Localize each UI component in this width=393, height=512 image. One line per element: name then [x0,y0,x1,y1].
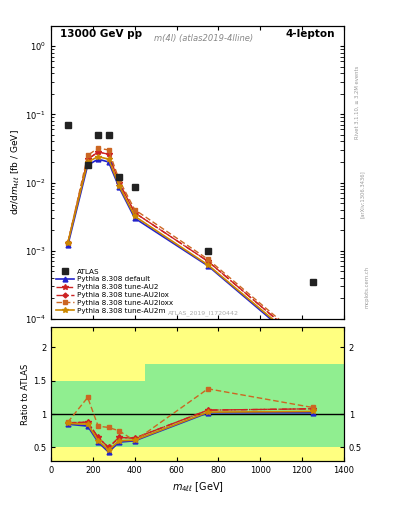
Pythia 8.308 default [106,159,111,165]
ATLAS [117,174,121,180]
ATLAS [66,122,70,128]
Line: Pythia 8.308 default: Pythia 8.308 default [65,157,315,357]
Line: Pythia 8.308 tune-AU2lox: Pythia 8.308 tune-AU2lox [66,151,314,352]
Pythia 8.308 tune-AU2 [206,258,210,264]
ATLAS [206,248,210,254]
Line: Pythia 8.308 tune-AU2: Pythia 8.308 tune-AU2 [65,150,315,353]
Pythia 8.308 tune-AU2m [96,154,101,160]
Pythia 8.308 tune-AU2loxx [85,153,90,159]
Line: Pythia 8.308 tune-AU2loxx: Pythia 8.308 tune-AU2loxx [66,146,314,350]
Text: mcplots.cern.ch: mcplots.cern.ch [365,266,369,308]
Pythia 8.308 tune-AU2loxx [66,240,70,246]
Pythia 8.308 tune-AU2 [117,180,121,186]
Pythia 8.308 tune-AU2m [106,156,111,162]
Text: 4-lepton: 4-lepton [286,29,335,38]
ATLAS [310,279,315,285]
Pythia 8.308 default [117,184,121,190]
Pythia 8.308 tune-AU2lox [66,240,70,246]
ATLAS [106,132,111,138]
ATLAS [85,162,90,168]
X-axis label: $m_{4\ell\ell}$ [GeV]: $m_{4\ell\ell}$ [GeV] [171,480,224,494]
Line: ATLAS: ATLAS [65,122,316,285]
Text: Rivet 3.1.10, ≥ 3.2M events: Rivet 3.1.10, ≥ 3.2M events [355,66,360,139]
Text: ATLAS_2019_I1720442: ATLAS_2019_I1720442 [168,310,239,316]
Pythia 8.308 tune-AU2loxx [310,345,315,351]
Pythia 8.308 tune-AU2m [117,183,121,189]
Pythia 8.308 tune-AU2loxx [96,145,101,151]
Pythia 8.308 default [66,242,70,248]
Pythia 8.308 tune-AU2m [132,213,137,219]
Pythia 8.308 tune-AU2 [132,210,137,216]
ATLAS [96,132,101,138]
Text: [arXiv:1306.3436]: [arXiv:1306.3436] [360,170,365,219]
Y-axis label: d$\sigma$/d$m_{4\ell\ell}$ [fb / GeV]: d$\sigma$/d$m_{4\ell\ell}$ [fb / GeV] [10,130,22,215]
Text: 13000 GeV pp: 13000 GeV pp [60,29,142,38]
Pythia 8.308 tune-AU2 [66,240,70,246]
Pythia 8.308 tune-AU2lox [85,156,90,162]
Pythia 8.308 tune-AU2 [106,151,111,157]
Pythia 8.308 tune-AU2lox [310,347,315,353]
Pythia 8.308 tune-AU2loxx [117,177,121,183]
Y-axis label: Ratio to ATLAS: Ratio to ATLAS [21,364,30,425]
Pythia 8.308 tune-AU2 [96,149,101,155]
Line: Pythia 8.308 tune-AU2m: Pythia 8.308 tune-AU2m [65,154,315,355]
Pythia 8.308 tune-AU2loxx [206,256,210,262]
Pythia 8.308 tune-AU2m [66,240,70,246]
Legend: ATLAS, Pythia 8.308 default, Pythia 8.308 tune-AU2, Pythia 8.308 tune-AU2lox, Py: ATLAS, Pythia 8.308 default, Pythia 8.30… [55,267,174,315]
Pythia 8.308 tune-AU2m [310,350,315,356]
Pythia 8.308 tune-AU2loxx [132,207,137,213]
Pythia 8.308 tune-AU2lox [106,151,111,157]
Pythia 8.308 tune-AU2loxx [106,147,111,153]
Pythia 8.308 tune-AU2m [85,159,90,165]
Pythia 8.308 tune-AU2m [206,262,210,268]
Pythia 8.308 default [132,215,137,221]
Text: m(4l) (atlas2019-4lline): m(4l) (atlas2019-4lline) [154,34,253,44]
Pythia 8.308 tune-AU2 [85,156,90,162]
Pythia 8.308 tune-AU2lox [117,180,121,186]
Pythia 8.308 default [310,352,315,358]
Pythia 8.308 default [96,156,101,162]
Pythia 8.308 tune-AU2 [310,347,315,353]
Pythia 8.308 default [206,263,210,269]
Pythia 8.308 tune-AU2lox [132,210,137,216]
Pythia 8.308 default [85,162,90,168]
ATLAS [132,184,137,190]
Pythia 8.308 tune-AU2lox [206,258,210,264]
Pythia 8.308 tune-AU2lox [96,149,101,155]
